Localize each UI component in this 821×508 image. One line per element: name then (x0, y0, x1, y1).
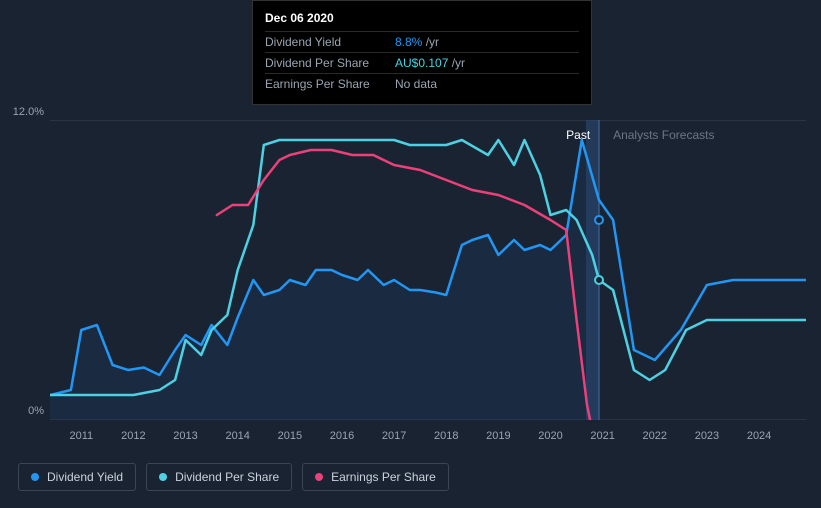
chart-plot[interactable] (50, 120, 806, 420)
legend: Dividend Yield Dividend Per Share Earnings… (18, 463, 449, 491)
x-tick: 2016 (330, 430, 354, 442)
legend-item-dividend-yield[interactable]: Dividend Yield (18, 463, 136, 491)
x-tick: 2018 (434, 430, 458, 442)
x-tick: 2023 (695, 430, 719, 442)
tooltip-label: Earnings Per Share (265, 77, 395, 91)
tooltip-value: No data (395, 77, 437, 91)
legend-dot-icon (315, 473, 323, 481)
tooltip-label: Dividend Per Share (265, 56, 395, 70)
chart-tooltip: Dec 06 2020 Dividend Yield 8.8% /yr Divi… (252, 0, 592, 105)
period-label-forecasts: Analysts Forecasts (613, 128, 714, 142)
y-axis-max: 12.0% (13, 106, 44, 118)
period-label-past: Past (566, 128, 590, 142)
tooltip-row-eps: Earnings Per Share No data (265, 73, 579, 94)
tooltip-label: Dividend Yield (265, 35, 395, 49)
chart-area: 12.0% 0% Past Analysts Forecasts (18, 100, 806, 420)
legend-label: Dividend Per Share (175, 470, 279, 484)
tooltip-value: 8.8% /yr (395, 35, 439, 49)
x-tick: 2017 (382, 430, 406, 442)
legend-item-dividend-per-share[interactable]: Dividend Per Share (146, 463, 292, 491)
x-tick: 2019 (486, 430, 510, 442)
legend-dot-icon (159, 473, 167, 481)
x-tick: 2014 (225, 430, 249, 442)
y-axis-min: 0% (28, 405, 44, 417)
x-tick: 2013 (173, 430, 197, 442)
tooltip-date: Dec 06 2020 (265, 11, 579, 25)
x-tick: 2020 (538, 430, 562, 442)
x-tick: 2022 (643, 430, 667, 442)
x-tick: 2012 (121, 430, 145, 442)
tooltip-row-dps: Dividend Per Share AU$0.107 /yr (265, 52, 579, 73)
x-axis: 2011 2012 2013 2014 2015 2016 2017 2018 2019 2020… (50, 430, 806, 446)
legend-label: Earnings Per Share (331, 470, 436, 484)
x-tick: 2011 (69, 430, 93, 442)
tooltip-value: AU$0.107 /yr (395, 56, 465, 70)
legend-dot-icon (31, 473, 39, 481)
legend-item-earnings-per-share[interactable]: Earnings Per Share (302, 463, 449, 491)
x-tick: 2015 (278, 430, 302, 442)
legend-label: Dividend Yield (47, 470, 123, 484)
x-tick: 2024 (747, 430, 771, 442)
tooltip-row-yield: Dividend Yield 8.8% /yr (265, 31, 579, 52)
x-tick: 2021 (590, 430, 614, 442)
